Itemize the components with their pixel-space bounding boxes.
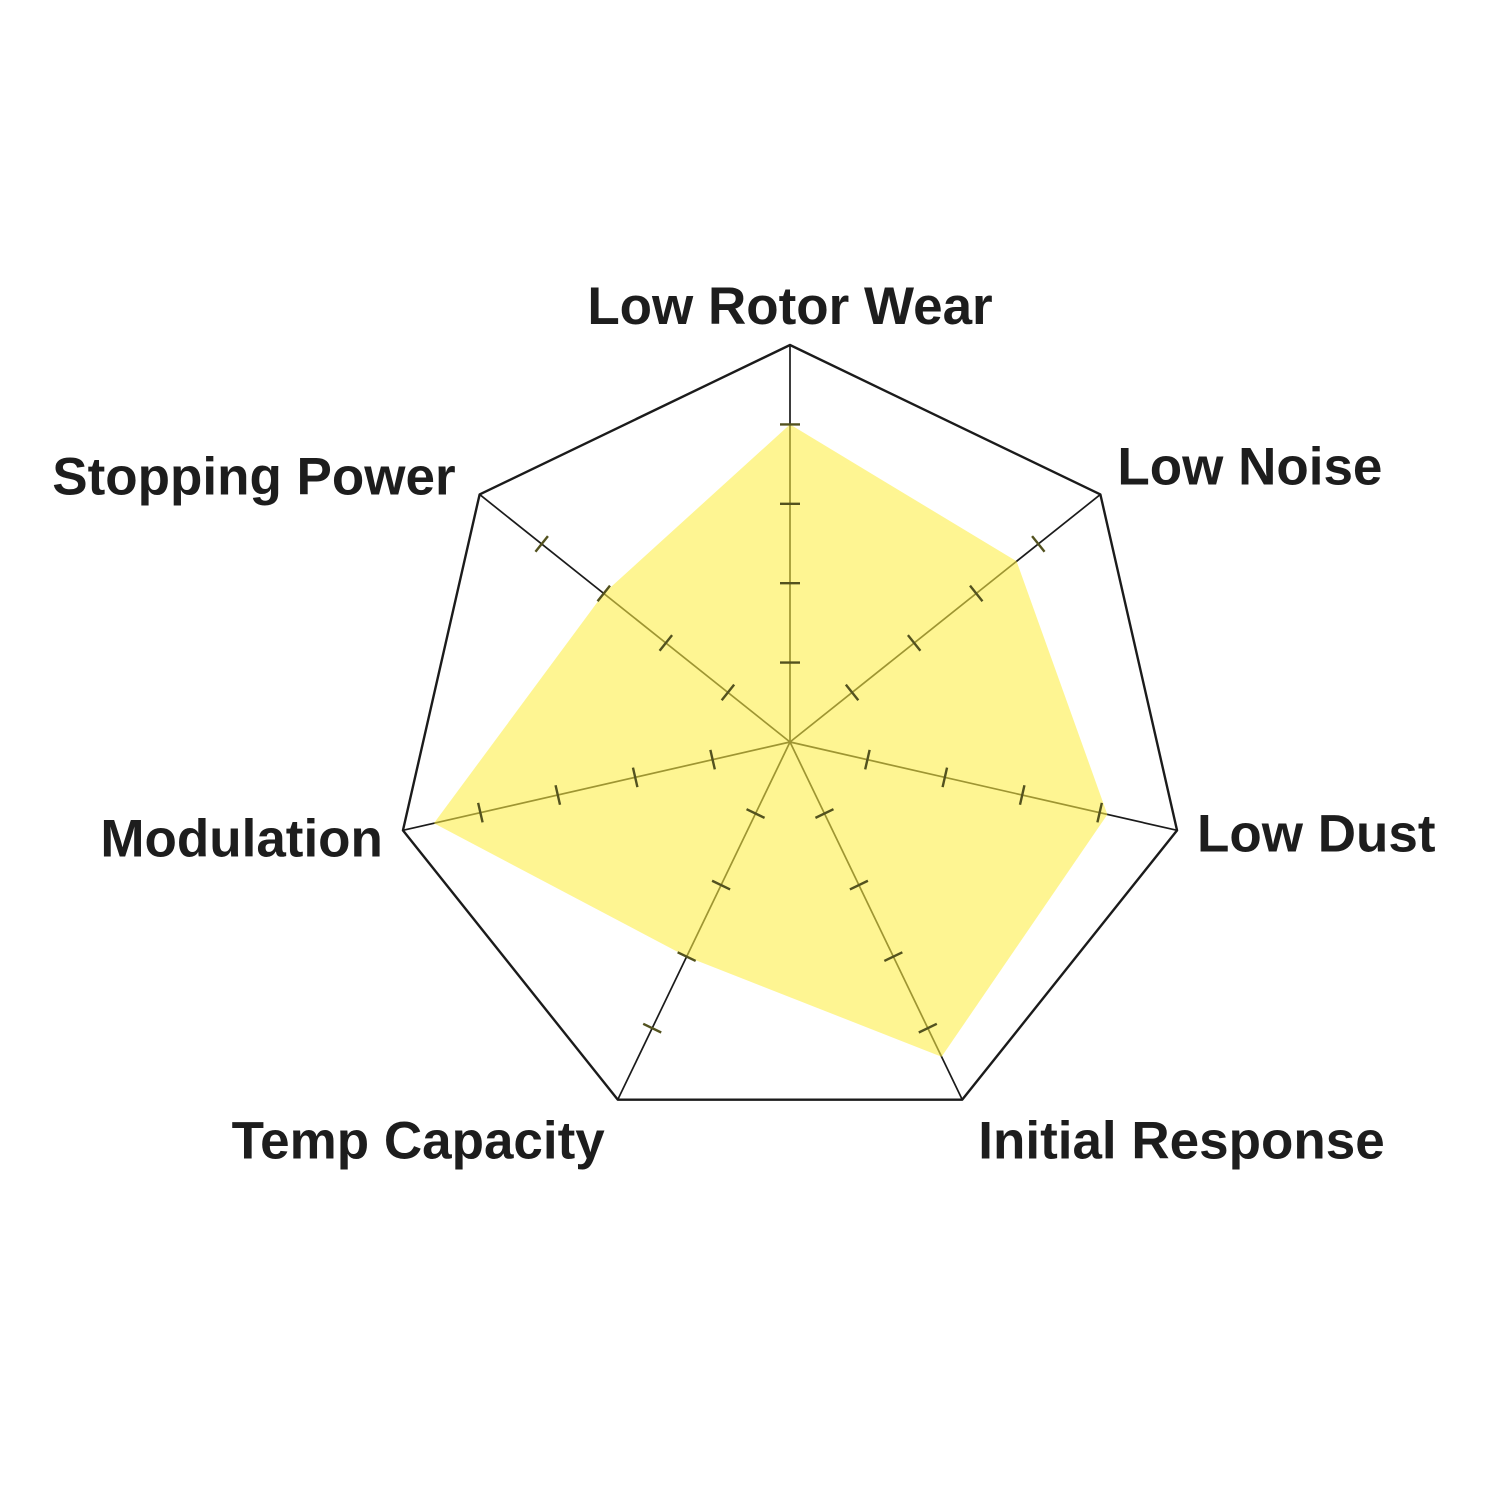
svg-text:Stopping Power: Stopping Power (52, 447, 455, 506)
svg-text:Temp Capacity: Temp Capacity (232, 1112, 606, 1171)
svg-text:Low Rotor Wear: Low Rotor Wear (587, 277, 992, 336)
svg-text:Initial Response: Initial Response (978, 1112, 1384, 1171)
svg-text:Low Dust: Low Dust (1197, 804, 1435, 863)
svg-text:Low Noise: Low Noise (1117, 437, 1382, 496)
svg-text:Modulation: Modulation (100, 809, 383, 868)
